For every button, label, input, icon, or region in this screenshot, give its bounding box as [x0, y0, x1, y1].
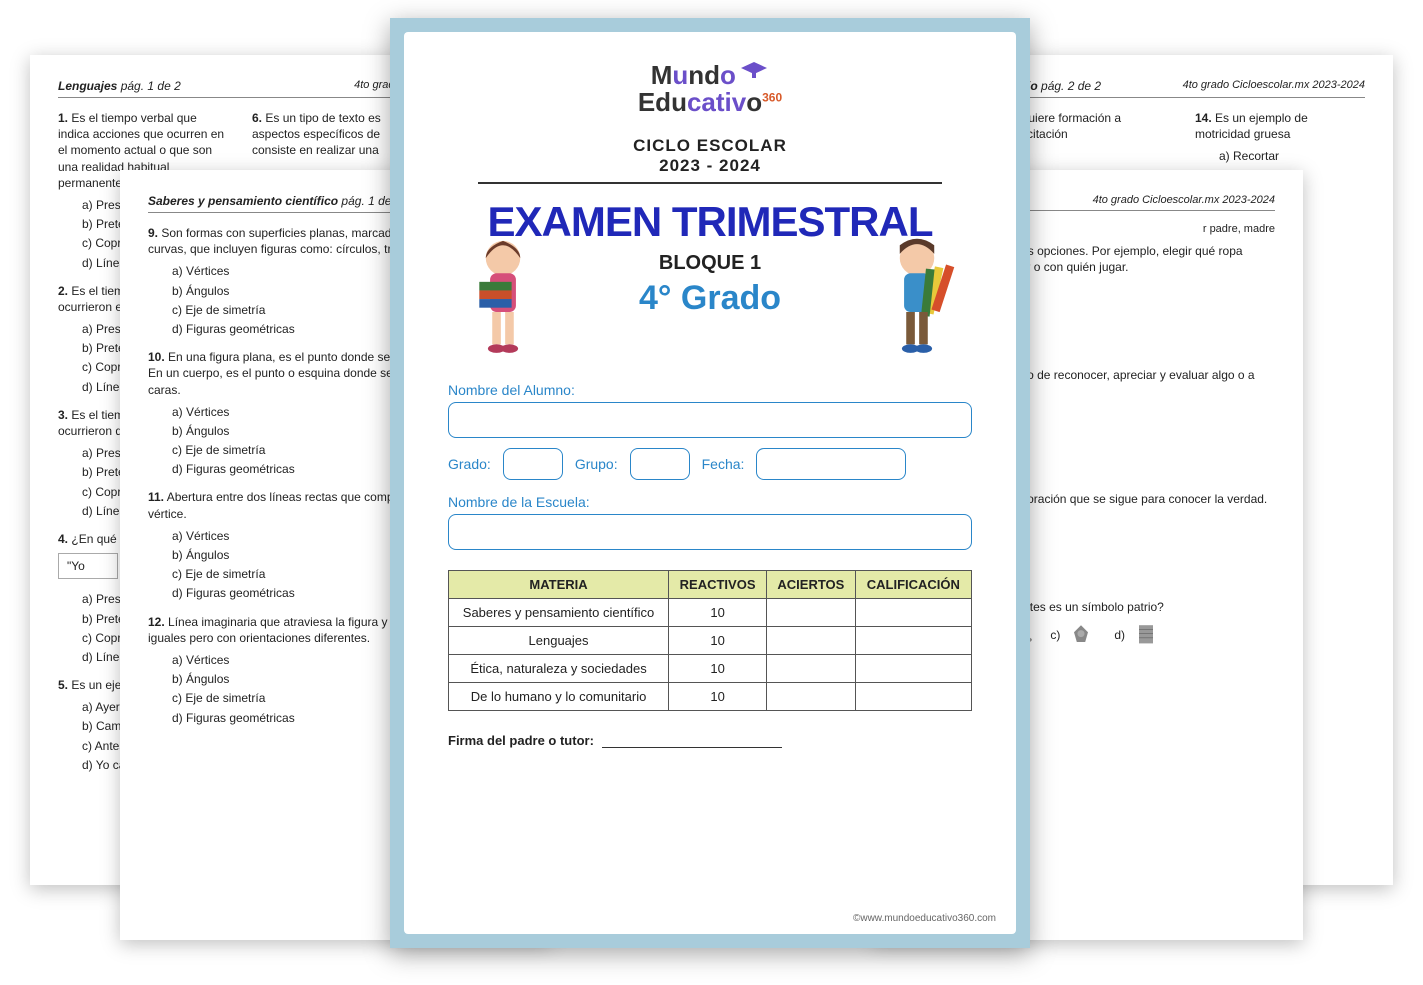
label-fecha: Fecha:: [702, 456, 745, 472]
ciclo-year: 2023 - 2024: [448, 156, 972, 176]
page-number: pág. 1 de 2: [121, 79, 181, 93]
th-reactivos: REACTIVOS: [669, 571, 767, 599]
cover-page: Mundo Educativo360 CICLO ESCOLAR 2023 - …: [390, 18, 1030, 948]
quote-box: "Yo: [58, 553, 118, 579]
grado-label: 4° Grado: [448, 279, 972, 318]
label-escuela: Nombre de la Escuela:: [448, 494, 972, 510]
firma-label: Firma del padre o tutor:: [448, 733, 972, 748]
label-grupo: Grupo:: [575, 456, 618, 472]
eagle-icon: [1064, 621, 1098, 649]
input-fecha[interactable]: [756, 448, 906, 480]
page-header: nitario pág. 2 de 2 4to grado Cicloescol…: [1001, 79, 1365, 98]
question-14: 14. Es un ejemplo de motricidad gruesa a…: [1195, 110, 1365, 165]
table-row: Saberes y pensamiento científico10: [449, 599, 972, 627]
input-nombre[interactable]: [448, 402, 972, 438]
logo-top: Mundo: [651, 60, 736, 90]
th-materia: MATERIA: [449, 571, 669, 599]
input-grupo[interactable]: [630, 448, 690, 480]
grad-cap-icon: [739, 60, 769, 82]
table-row: Lenguajes10: [449, 627, 972, 655]
subject-title: Lenguajes: [58, 79, 117, 93]
input-grado[interactable]: [503, 448, 563, 480]
exam-title: EXAMEN TRIMESTRAL: [448, 198, 972, 246]
website-credit: ©www.mundoeducativo360.com: [853, 913, 996, 924]
input-escuela[interactable]: [448, 514, 972, 550]
ciclo-label: CICLO ESCOLAR: [448, 136, 972, 156]
label-grado: Grado:: [448, 456, 491, 472]
label-nombre: Nombre del Alumno:: [448, 382, 972, 398]
option-c: c): [1050, 621, 1098, 649]
logo-bottom: Educativo360: [448, 87, 972, 118]
th-aciertos: ACIERTOS: [767, 571, 856, 599]
option-d: d): [1114, 621, 1163, 649]
bloque-label: BLOQUE 1: [448, 252, 972, 275]
th-calificacion: CALIFICACIÓN: [855, 571, 971, 599]
page-header: Lenguajes pág. 1 de 2 4to grado Cicl: [58, 79, 422, 98]
table-row: De lo humano y lo comunitario10: [449, 683, 972, 711]
logo: Mundo Educativo360: [448, 60, 972, 118]
row-grado-grupo-fecha: Grado: Grupo: Fecha:: [448, 448, 972, 480]
cover-inner: Mundo Educativo360 CICLO ESCOLAR 2023 - …: [404, 32, 1016, 934]
divider: [478, 182, 942, 184]
firma-line[interactable]: [602, 747, 782, 748]
table-row: Ética, naturaleza y sociedades10: [449, 655, 972, 683]
serape-icon: [1129, 621, 1163, 649]
grades-table: MATERIA REACTIVOS ACIERTOS CALIFICACIÓN …: [448, 570, 972, 711]
